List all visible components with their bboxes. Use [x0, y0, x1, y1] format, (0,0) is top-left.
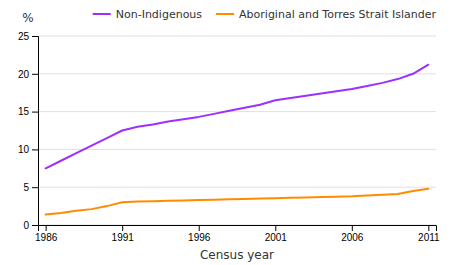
legend-item: Non-Indigenous	[93, 8, 203, 21]
y-tick-mark	[32, 149, 38, 150]
lines	[46, 65, 429, 215]
y-tick: 0	[23, 220, 38, 231]
x-tick: 1986	[35, 225, 58, 243]
legend-swatch	[216, 13, 234, 15]
y-tick-label: 25	[18, 31, 30, 42]
x-tick-mark	[275, 225, 276, 231]
x-tick: 2001	[265, 225, 288, 243]
x-tick: 1996	[188, 225, 211, 243]
plot-area: 1986 1991 1996 2001 2006 2011 0 5 10 15 20 25	[18, 31, 440, 243]
x-axis-line	[39, 226, 437, 232]
x-tick-label: 1986	[35, 232, 58, 243]
x-tick: 2006	[341, 225, 364, 243]
y-tick-label: 20	[18, 69, 30, 80]
x-tick-label: 2011	[418, 232, 440, 243]
y-tick: 10	[18, 144, 38, 155]
grid-line	[38, 149, 436, 150]
legend-label: Non-Indigenous	[116, 8, 203, 21]
y-tick: 5	[23, 182, 38, 193]
legend: Non-Indigenous Aboriginal and Torres Stra…	[93, 8, 437, 21]
x-tick-label: 2006	[341, 232, 364, 243]
y-tick-mark	[32, 225, 38, 226]
y-tick-label: 10	[18, 144, 30, 155]
y-axis: 0 5 10 15 20 25	[18, 31, 39, 231]
x-tick-mark	[46, 225, 47, 231]
x-tick-label: 1996	[188, 232, 211, 243]
y-axis-line	[32, 37, 39, 226]
y-tick-label: 15	[18, 106, 30, 117]
x-tick-label: 1991	[112, 232, 135, 243]
x-axis: 1986 1991 1996 2001 2006 2011	[35, 225, 440, 243]
y-tick-label: 0	[23, 220, 29, 231]
x-tick-mark	[199, 225, 200, 231]
grid-line	[38, 36, 436, 37]
legend-label: Aboriginal and Torres Strait Islander	[239, 8, 436, 21]
y-tick: 25	[18, 31, 38, 42]
x-tick: 2011	[418, 225, 440, 243]
x-tick-label: 2001	[265, 232, 288, 243]
y-axis-label: %	[22, 11, 33, 25]
grid-line	[38, 73, 436, 74]
x-tick-mark	[428, 225, 429, 231]
series-line	[46, 65, 429, 169]
y-tick: 15	[18, 106, 38, 117]
x-tick: 1991	[112, 225, 135, 243]
grid-line	[38, 187, 436, 188]
y-tick: 20	[18, 69, 38, 80]
x-tick-mark	[352, 225, 353, 231]
grid-line	[38, 111, 436, 112]
x-axis-label: Census year	[200, 248, 274, 262]
chart: 1986 1991 1996 2001 2006 2011 0 5 10 15 20 25 Census…	[0, 0, 454, 265]
legend-item: Aboriginal and Torres Strait Islander	[216, 8, 436, 21]
y-tick-mark	[32, 187, 38, 188]
series-line	[46, 189, 429, 215]
grid	[38, 36, 436, 225]
y-tick-mark	[32, 36, 38, 37]
y-tick-mark	[32, 74, 38, 75]
legend-swatch	[93, 13, 111, 15]
x-tick-mark	[122, 225, 123, 231]
y-tick-label: 5	[23, 182, 29, 193]
y-tick-mark	[32, 112, 38, 113]
